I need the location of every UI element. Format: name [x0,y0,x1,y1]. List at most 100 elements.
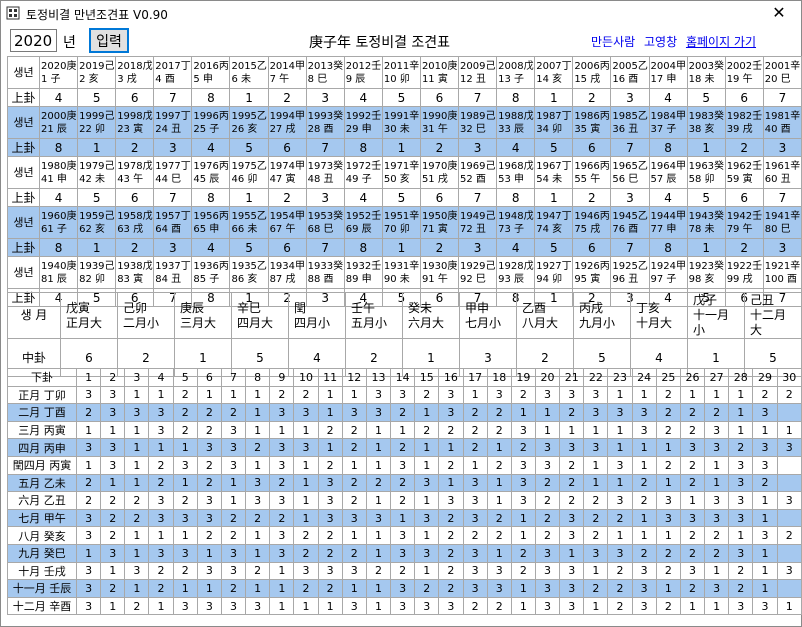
lower-gwae-cell[interactable]: 1 [704,455,730,475]
lower-gwae-cell[interactable]: 1 [269,596,295,616]
lower-gwae-cell[interactable]: 1 [124,526,150,545]
lower-gwae-cell[interactable]: 2 [341,473,367,493]
lower-gwae-cell[interactable]: 1 [631,438,657,457]
lower-gwae-cell[interactable]: 2 [269,508,295,528]
lower-gwae-cell[interactable]: 1 [365,579,392,598]
lower-gwae-cell[interactable]: 3 [679,561,706,581]
year-cell[interactable]: 1994甲 27 戌 [267,106,307,139]
lower-gwae-cell[interactable]: 2 [728,561,754,581]
lower-gwae-cell[interactable]: 1 [728,403,754,422]
lower-gwae-cell[interactable]: 2 [728,438,754,457]
lower-gwae-cell[interactable]: 3 [728,596,754,616]
lower-gwae-cell[interactable]: 3 [534,385,561,405]
lower-gwae-cell[interactable]: 1 [75,455,102,475]
lower-gwae-cell[interactable]: 3 [75,561,102,581]
lower-gwae-cell[interactable]: 3 [583,543,609,563]
year-cell[interactable]: 1992壬 29 申 [343,106,383,139]
year-cell[interactable]: 1971辛 50 亥 [381,156,421,189]
lower-gwae-cell[interactable]: 1 [220,473,247,493]
lower-gwae-cell[interactable]: 3 [631,579,657,598]
lower-gwae-cell[interactable]: 3 [679,438,706,457]
year-cell[interactable]: 1930庚 91 午 [419,256,460,289]
lower-gwae-cell[interactable]: 1 [414,455,440,475]
lower-gwae-cell[interactable]: 2 [534,526,561,545]
year-cell[interactable]: 1987丁 34 卯 [534,106,574,139]
lower-gwae-cell[interactable]: 3 [728,473,754,493]
lower-gwae-cell[interactable]: 3 [390,385,416,405]
lower-gwae-cell[interactable]: 2 [728,579,754,598]
year-cell[interactable]: 1926丙 95 寅 [572,256,612,289]
lower-gwae-cell[interactable]: 3 [534,596,561,616]
lower-gwae-cell[interactable]: 1 [752,543,778,563]
lower-gwae-cell[interactable]: 2 [220,579,247,598]
lower-gwae-cell[interactable]: 1 [607,438,633,457]
year-cell[interactable]: 1932壬 89 申 [343,256,383,289]
lower-gwae-cell[interactable]: 2 [100,491,126,510]
lower-gwae-cell[interactable]: 3 [607,455,633,475]
lower-gwae-cell[interactable]: 1 [607,473,633,493]
lower-gwae-cell[interactable]: 3 [293,403,319,422]
lower-gwae-cell[interactable]: 3 [100,438,126,457]
lower-gwae-cell[interactable]: 1 [752,561,778,581]
lower-gwae-cell[interactable]: 2 [559,403,585,422]
lower-gwae-cell[interactable]: 3 [583,403,609,422]
lower-gwae-cell[interactable]: 3 [438,403,464,422]
lower-gwae-cell[interactable]: 3 [124,403,150,422]
lower-gwae-cell[interactable]: 1 [124,543,150,563]
lower-gwae-cell[interactable]: 1 [220,385,247,405]
lower-gwae-cell[interactable]: 2 [75,491,102,510]
lower-gwae-cell[interactable]: 3 [607,403,633,422]
lower-gwae-cell[interactable] [776,403,802,422]
lower-gwae-cell[interactable]: 2 [510,438,536,457]
lower-gwae-cell[interactable]: 2 [679,543,706,563]
lower-gwae-cell[interactable]: 1 [414,526,440,545]
lower-gwae-cell[interactable]: 1 [293,455,319,475]
lower-gwae-cell[interactable]: 1 [414,561,440,581]
lower-gwae-cell[interactable]: 1 [631,385,657,405]
year-cell[interactable]: 1946丙 75 戌 [572,206,612,239]
lower-gwae-cell[interactable]: 1 [75,543,102,563]
lower-gwae-cell[interactable]: 1 [655,579,681,598]
lower-gwae-cell[interactable]: 1 [341,385,367,405]
lower-gwae-cell[interactable]: 3 [583,438,609,457]
year-cell[interactable]: 1941辛 80 巳 [762,206,802,239]
year-cell[interactable]: 2002壬 19 午 [724,56,764,89]
lower-gwae-cell[interactable]: 1 [510,579,536,598]
year-cell[interactable]: 1996丙 25 子 [191,106,231,139]
lower-gwae-cell[interactable]: 2 [462,526,488,545]
lower-gwae-cell[interactable]: 3 [462,561,488,581]
lower-gwae-cell[interactable]: 1 [776,420,802,440]
lower-gwae-cell[interactable]: 3 [220,596,247,616]
lower-gwae-cell[interactable]: 2 [341,420,367,440]
lower-gwae-cell[interactable]: 2 [100,526,126,545]
lower-gwae-cell[interactable]: 1 [100,473,126,493]
lower-gwae-cell[interactable]: 1 [293,420,319,440]
lower-gwae-cell[interactable]: 2 [245,438,271,457]
year-cell[interactable]: 1997丁 24 丑 [153,106,193,139]
lower-gwae-cell[interactable]: 3 [390,455,416,475]
lower-gwae-cell[interactable]: 3 [655,508,681,528]
lower-gwae-cell[interactable]: 1 [486,438,512,457]
year-cell[interactable]: 2020庚 1 子 [38,56,79,89]
lower-gwae-cell[interactable]: 1 [100,596,126,616]
lower-gwae-cell[interactable]: 3 [752,596,778,616]
lower-gwae-cell[interactable]: 3 [220,543,247,563]
month-cell[interactable]: 壬午 五月小 [345,292,403,339]
lower-gwae-cell[interactable]: 1 [486,491,512,510]
year-cell[interactable]: 1985乙 36 丑 [610,106,650,139]
year-cell[interactable]: 1961辛 60 丑 [762,156,802,189]
lower-gwae-cell[interactable]: 3 [293,438,319,457]
lower-gwae-cell[interactable]: 2 [124,491,150,510]
lower-gwae-cell[interactable]: 3 [341,508,367,528]
month-cell[interactable]: 辛巳 四月大 [231,292,289,339]
lower-gwae-cell[interactable]: 1 [510,508,536,528]
lower-gwae-cell[interactable]: 3 [752,455,778,475]
lower-gwae-cell[interactable]: 1 [752,491,778,510]
lower-gwae-cell[interactable]: 2 [100,579,126,598]
month-cell[interactable]: 閏四月小 [288,292,346,339]
lower-gwae-cell[interactable]: 2 [414,579,440,598]
author-name-link[interactable]: 고영창 [644,35,678,49]
lower-gwae-cell[interactable]: 3 [414,508,440,528]
lower-gwae-cell[interactable]: 3 [293,561,319,581]
lower-gwae-cell[interactable]: 2 [583,491,609,510]
